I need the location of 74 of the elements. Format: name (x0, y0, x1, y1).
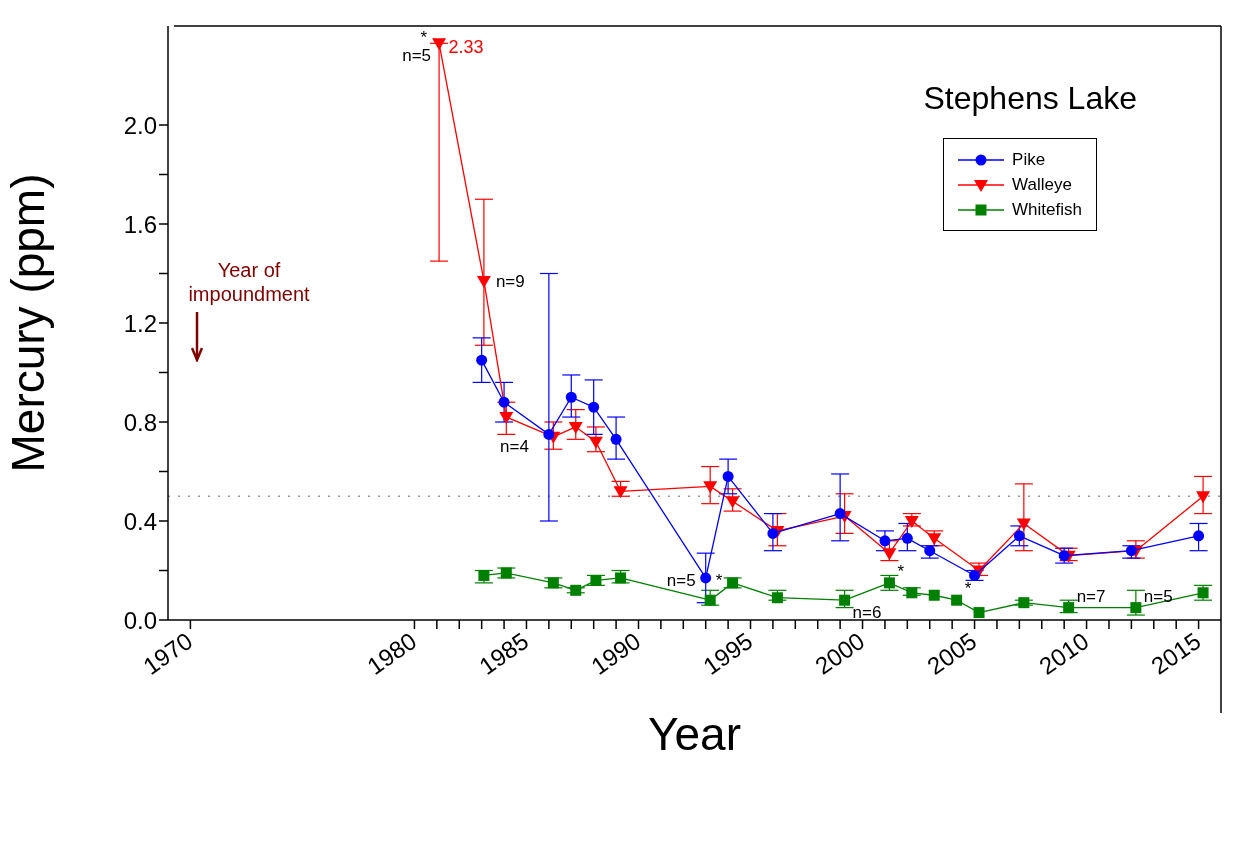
point (1193, 530, 1205, 542)
point (570, 584, 582, 596)
point (879, 535, 891, 547)
point (1063, 602, 1075, 614)
point (1125, 545, 1137, 557)
point (588, 401, 600, 413)
y-tick-label: 2.0 (123, 111, 157, 139)
point (613, 486, 628, 499)
point (500, 567, 512, 579)
annotation: n=5 (402, 46, 432, 66)
point (590, 574, 602, 586)
point (973, 607, 985, 619)
point (906, 587, 918, 599)
y-tick-label: 0.0 (123, 606, 157, 634)
annotation: * (420, 28, 428, 48)
point (499, 412, 514, 425)
text: Stephens Lake (923, 80, 1137, 117)
point (727, 577, 739, 589)
point (1016, 518, 1031, 531)
annotation: n=7 (1076, 586, 1106, 606)
legend-label: Pike (1012, 149, 1046, 170)
point (1197, 587, 1209, 599)
point (547, 577, 559, 589)
y-tick-label: 1.6 (123, 210, 157, 238)
point (951, 594, 963, 606)
annotation: * (964, 579, 972, 599)
annotation: n=9 (495, 271, 525, 291)
point (767, 527, 779, 539)
annotation: n=5 (666, 570, 696, 590)
point (928, 589, 940, 601)
data-label: 2.33 (448, 36, 484, 57)
point (700, 572, 712, 584)
point (703, 481, 718, 494)
annotation: Year of impoundment (187, 258, 311, 306)
point (1018, 597, 1030, 609)
point (839, 594, 851, 606)
y-tick-label: 1.2 (123, 309, 157, 337)
point (476, 275, 491, 288)
point (610, 433, 622, 445)
point (1058, 550, 1070, 562)
point (722, 470, 734, 482)
annotation: n=4 (500, 437, 529, 457)
legend-label: Whitefish (1012, 199, 1082, 220)
point (568, 421, 583, 434)
point (498, 396, 510, 408)
point (615, 572, 627, 584)
point (588, 436, 603, 449)
y-axis-title: Mercury (ppm) (2, 173, 55, 473)
y-tick-label: 0.4 (123, 507, 157, 535)
point (771, 592, 783, 604)
point (704, 594, 716, 606)
point (924, 545, 936, 557)
point (1196, 491, 1211, 504)
point (834, 508, 846, 520)
point (478, 569, 490, 581)
annotation: * (715, 570, 723, 590)
y-tick-label: 0.8 (123, 408, 157, 436)
point (432, 38, 447, 51)
annotation: n=5 (1143, 586, 1173, 606)
point (969, 569, 981, 581)
x-axis-title: Year (648, 708, 741, 760)
legend-label: Walleye (1012, 174, 1072, 195)
annotation: n=6 (852, 603, 882, 623)
point (1130, 602, 1142, 614)
point (904, 516, 919, 528)
point (565, 391, 577, 403)
point (725, 496, 740, 509)
point (882, 548, 897, 561)
point (543, 428, 555, 440)
point (883, 577, 895, 589)
point (476, 354, 488, 366)
point (901, 532, 913, 544)
point (1013, 530, 1025, 542)
annotation: * (897, 561, 905, 581)
